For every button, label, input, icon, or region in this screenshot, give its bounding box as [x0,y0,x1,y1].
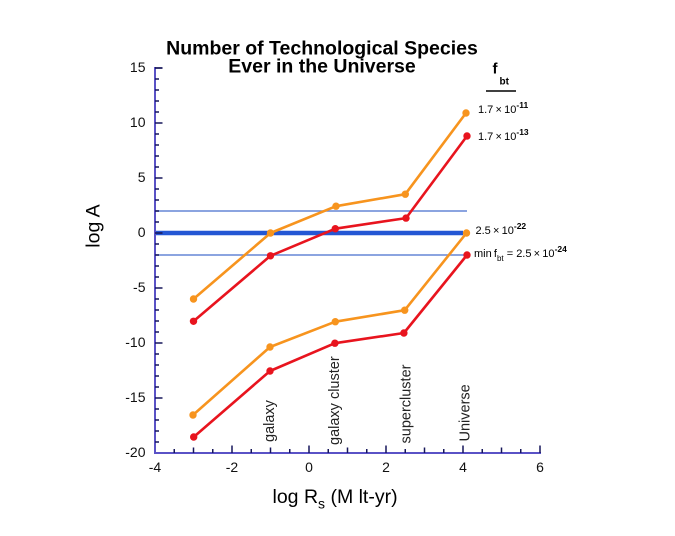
svg-text:5: 5 [138,169,146,185]
svg-text:0: 0 [138,224,146,240]
svg-text:log A: log A [83,204,105,247]
svg-text:-5: -5 [133,279,146,295]
svg-text:4: 4 [459,459,467,475]
svg-text:Ever in the Universe: Ever in the Universe [228,56,416,78]
svg-text:-4: -4 [149,459,162,475]
svg-text:galaxy cluster: galaxy cluster [327,356,343,445]
svg-text:-15: -15 [125,389,145,405]
svg-text:1.7 × 10-11: 1.7 × 10-11 [478,100,528,116]
svg-text:-20: -20 [125,444,145,460]
svg-text:10: 10 [130,114,146,130]
svg-text:Universe: Universe [457,384,473,441]
svg-text:f: f [493,61,499,78]
svg-text:supercluster: supercluster [398,364,414,443]
svg-text:log Rs (M lt-yr): log Rs (M lt-yr) [273,486,398,512]
svg-text:min fbt = 2.5 × 10-24: min fbt = 2.5 × 10-24 [474,244,567,263]
svg-text:15: 15 [130,59,146,75]
svg-text:-2: -2 [226,459,239,475]
svg-text:6: 6 [536,459,544,475]
svg-text:-10: -10 [125,334,145,350]
svg-text:Number of Technological Specie: Number of Technological Species [166,38,478,60]
svg-text:0: 0 [305,459,313,475]
svg-text:2: 2 [382,459,390,475]
svg-text:bt: bt [500,77,510,88]
svg-text:2.5 × 10-22: 2.5 × 10-22 [476,221,527,237]
svg-text:galaxy: galaxy [262,399,278,442]
svg-text:1.7 × 10-13: 1.7 × 10-13 [478,127,529,143]
